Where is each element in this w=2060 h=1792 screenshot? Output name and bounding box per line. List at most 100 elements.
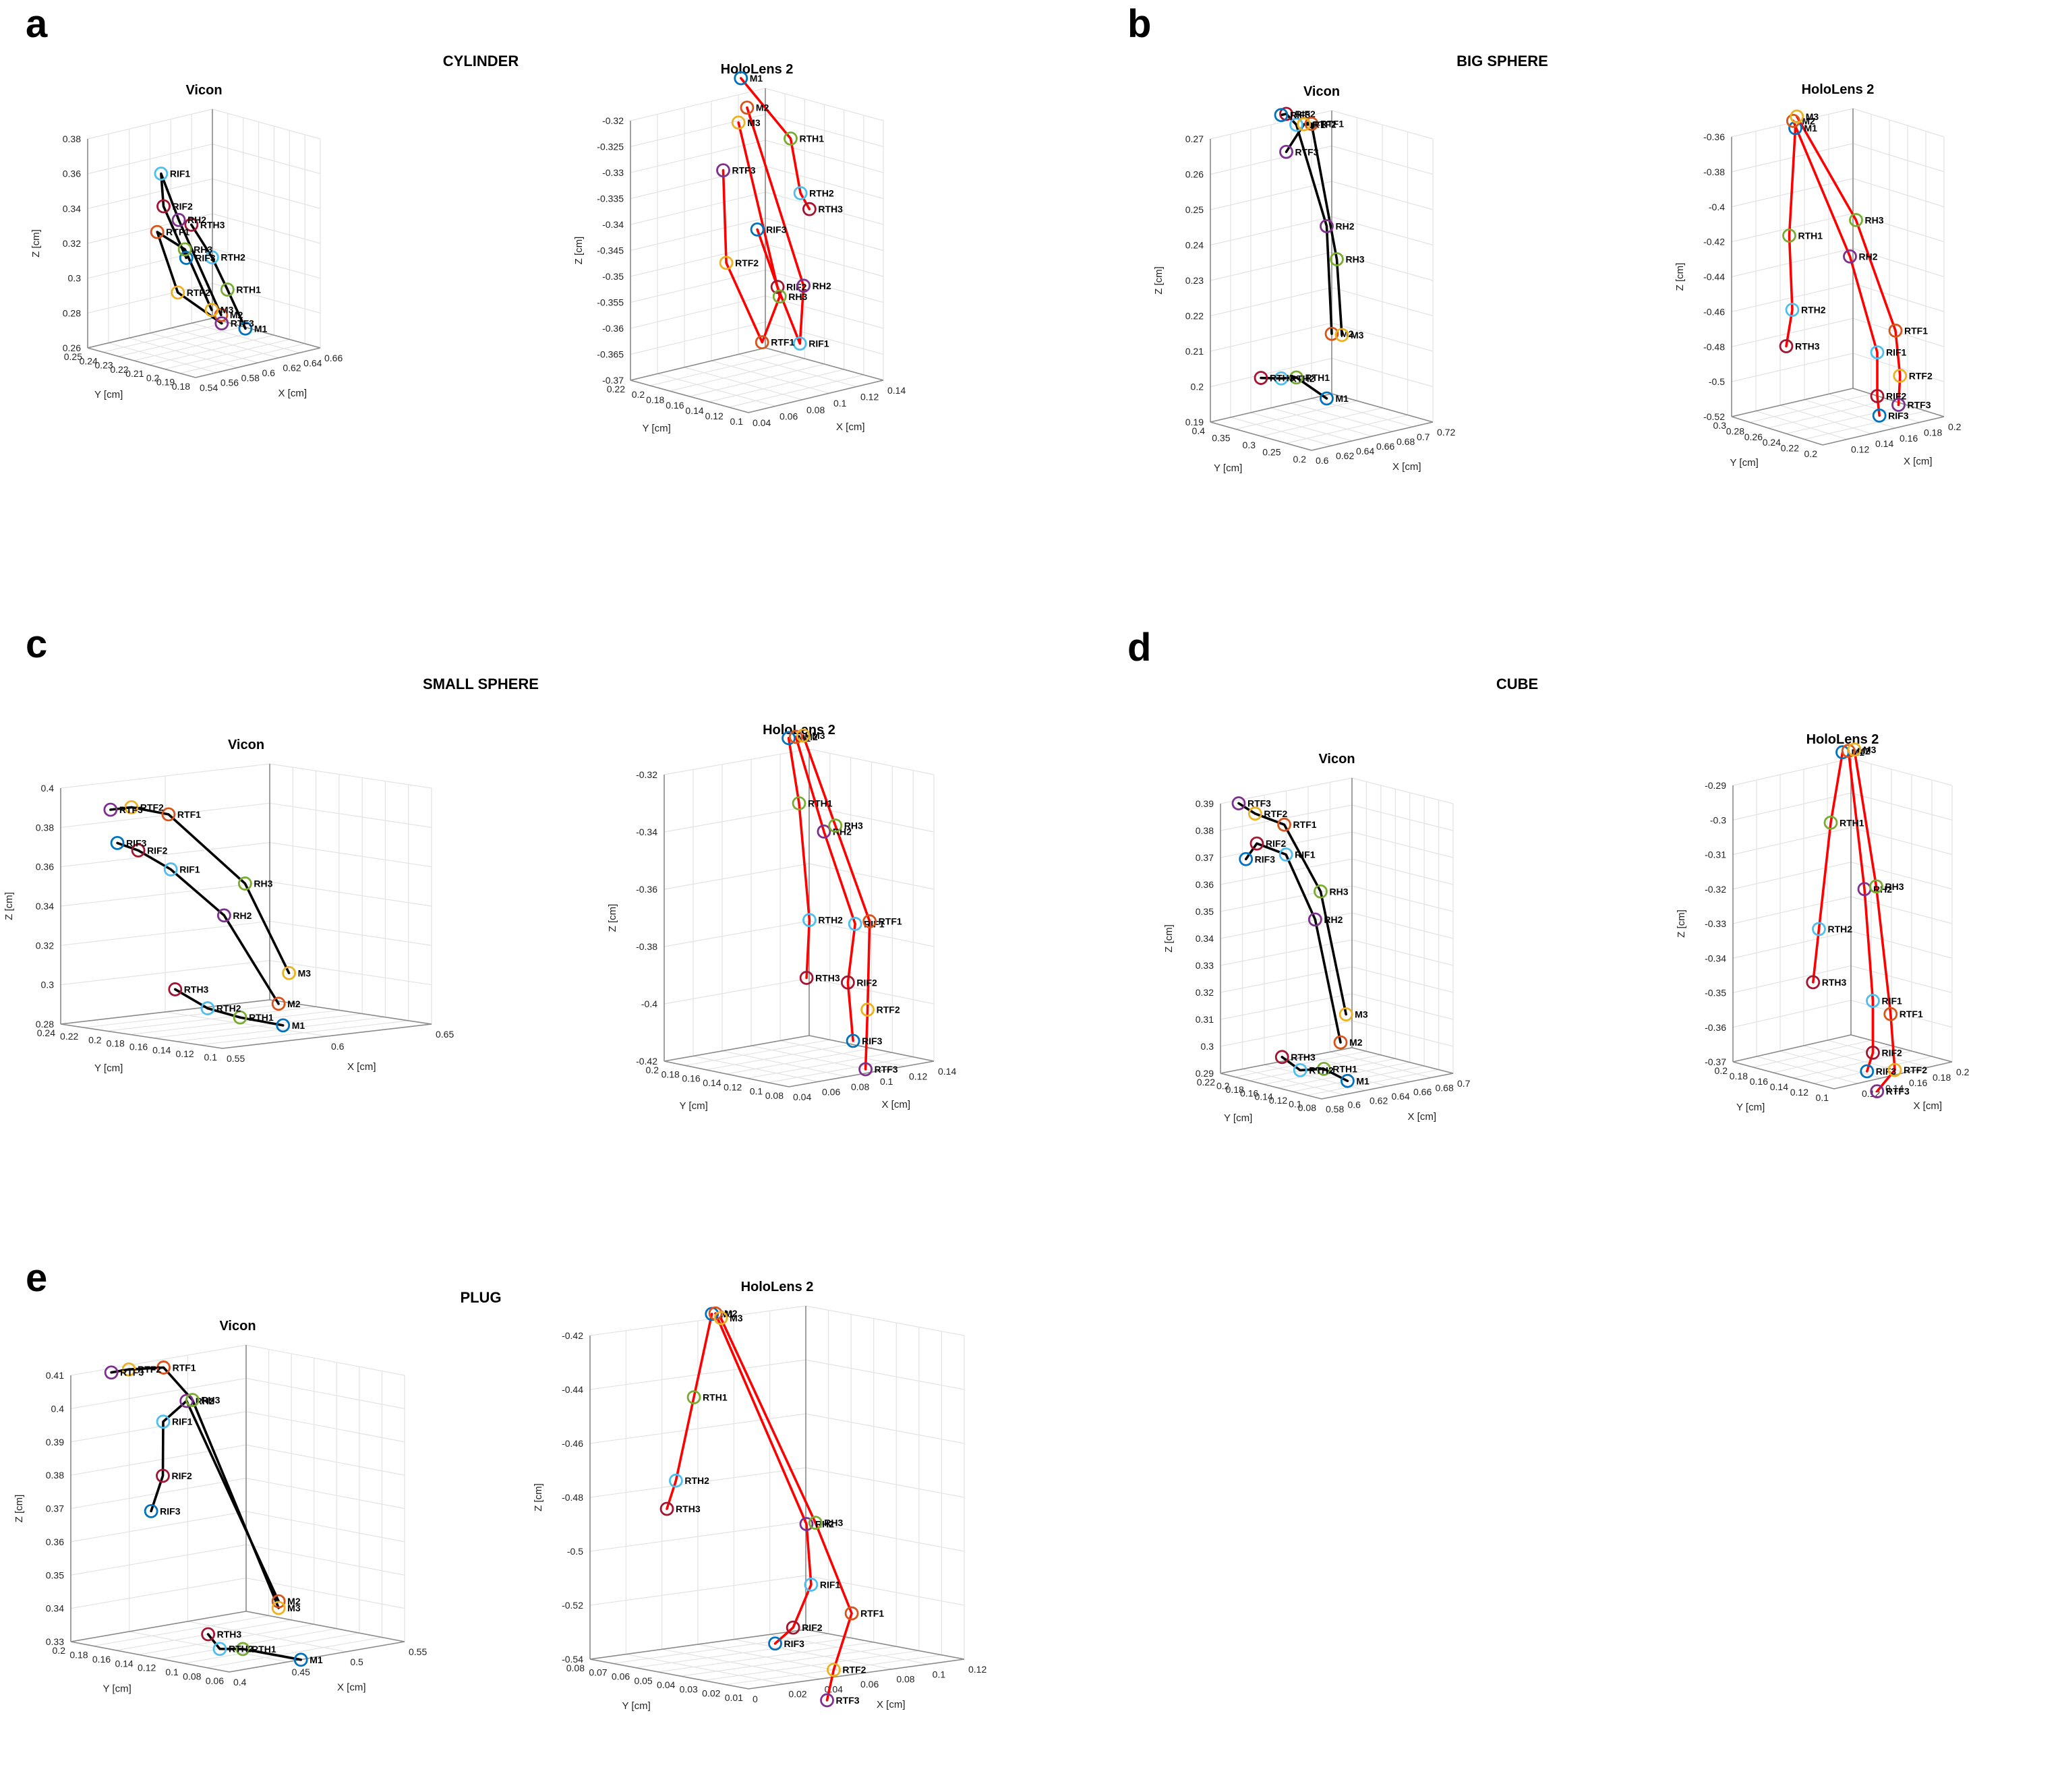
x-axis-label: X [cm]: [1914, 1100, 1943, 1112]
y-tick-label: 0.2: [1804, 448, 1818, 459]
marker-label-rth2: RTH2: [220, 252, 245, 263]
x-axis-label: X [cm]: [882, 1099, 911, 1110]
marker-rtf1: [1883, 1007, 1898, 1021]
x-tick-label: 0.18: [1933, 1072, 1951, 1083]
marker-rth2: [802, 913, 817, 928]
finger-chain-rif3: [1792, 119, 1881, 417]
y-tick-label: 0.16: [92, 1654, 111, 1665]
plot-plug-hololens: 0 0.02 0.04 0.06 0.08 0.1 0.12 0.01 0.02 0.03 0.04…: [533, 1280, 987, 1712]
marker-label-rth2: RTH2: [809, 188, 834, 199]
z-tick-label: 0.27: [1185, 133, 1204, 144]
marker-rth3: [184, 217, 199, 232]
z-axis-label: Z [cm]: [1153, 266, 1165, 295]
z-axis-label: Z [cm]: [533, 1483, 544, 1512]
marker-rth1: [1316, 1061, 1331, 1076]
marker-label-rif2: RIF2: [1882, 1047, 1903, 1058]
tick-labels: 0.040.060.080.10.120.140.10.120.140.160.…: [597, 115, 906, 428]
x-axis-label: X [cm]: [278, 388, 307, 399]
marker-label-rtf3: RTF3: [1295, 146, 1319, 157]
tick-labels: 0.58 0.6 0.62 0.64 0.66 0.68 0.70.080.10.120.1…: [1196, 798, 1471, 1114]
z-tick-label: 0.19: [1185, 417, 1204, 427]
finger-chain-rth3: [190, 223, 247, 330]
marker-rtf1: [161, 807, 176, 822]
finger-chain-rth3: [1785, 127, 1797, 348]
skeleton-lines: [156, 172, 247, 330]
x-tick-label: 0.66: [1376, 441, 1394, 452]
grid: [87, 109, 321, 378]
y-tick-label: 0.2: [1715, 1065, 1728, 1076]
marker-m1: [276, 1018, 291, 1033]
finger-chain-rtf3: [719, 1317, 853, 1702]
z-tick-label: -0.4: [1709, 202, 1725, 212]
marker-label-rtf3: RTF3: [732, 165, 756, 176]
y-tick-label: 0.22: [607, 384, 625, 394]
y-tick-label: 0.18: [172, 381, 190, 392]
y-tick-label: 0.25: [1262, 447, 1281, 458]
x-axis-label: X [cm]: [337, 1682, 366, 1694]
skeleton-lines: [787, 734, 871, 1071]
x-tick-label: 0.7: [1417, 431, 1430, 442]
x-tick-label: 0.6: [1316, 455, 1329, 466]
finger-chain-rth3: [1812, 751, 1844, 984]
marker-rth3: [168, 982, 183, 996]
z-axis-label: Z [cm]: [1163, 924, 1175, 953]
z-tick-label: -0.35: [1705, 988, 1726, 998]
marker-label-rtf1: RTF1: [1900, 1009, 1923, 1019]
z-tick-label: -0.36: [636, 884, 657, 895]
panel-letter-b: b: [1127, 2, 1151, 46]
y-tick-label: 0.14: [115, 1658, 133, 1669]
marker-label-m3: M3: [287, 1603, 301, 1613]
y-tick-label: 0.14: [685, 405, 703, 416]
marker-label-rh3: RH3: [788, 291, 807, 302]
marker-rth3: [1254, 371, 1268, 385]
marker-rif2: [841, 975, 855, 990]
finger-chain-rif3: [116, 841, 280, 1005]
marker-rif3: [1860, 1064, 1875, 1079]
panel-title-e: PLUG: [460, 1289, 501, 1306]
x-tick-label: 0.72: [1437, 427, 1455, 438]
y-tick-label: 0.06: [206, 1675, 224, 1686]
marker-m3: [796, 728, 811, 743]
marker-rtf2: [1247, 806, 1262, 821]
y-tick-label: 0.16: [1750, 1076, 1768, 1087]
z-tick-label: -0.36: [602, 323, 624, 334]
z-tick-label: 0.2: [1191, 382, 1204, 392]
panel-title-d: CUBE: [1496, 676, 1538, 692]
marker-label-rif3: RIF3: [862, 1036, 883, 1046]
marker-label-rh2: RH2: [813, 280, 831, 291]
plot-big-sphere-hololens: 0.12 0.14 0.16 0.18 0.2 0.2 0.220.240.260.280.…: [1674, 82, 1962, 469]
x-tick-label: 0.62: [1336, 450, 1354, 461]
marker-label-rth1: RTH1: [236, 285, 261, 295]
marker-label-rth2: RTH2: [1309, 1065, 1334, 1075]
x-tick-label: 0.6: [262, 367, 276, 378]
y-tick-label: 0.12: [1269, 1095, 1287, 1106]
y-axis-label: Y [cm]: [680, 1100, 708, 1112]
tick-labels: 0 0.02 0.04 0.06 0.08 0.1 0.12 0.01 0.02 0.03 0.04…: [562, 1330, 987, 1704]
marker-label-rif2: RIF2: [1266, 838, 1287, 849]
plot-title: HoloLens 2: [1802, 82, 1875, 97]
marker-rth3: [1806, 975, 1821, 990]
x-tick-label: 0.12: [1851, 444, 1869, 455]
z-tick-label: 0.32: [1196, 987, 1214, 998]
marker-rtf1: [844, 1606, 859, 1621]
grid: [1220, 777, 1454, 1100]
finger-chain-rif3: [714, 1312, 813, 1645]
marker-label-rif1: RIF1: [820, 1579, 841, 1590]
marker-label-rth1: RTH1: [800, 133, 825, 144]
z-tick-label: 0.36: [1196, 879, 1214, 890]
marker-m2: [271, 996, 286, 1011]
marker-m3: [1334, 328, 1349, 342]
marker-rh2: [796, 278, 811, 293]
x-axis-label: X [cm]: [347, 1061, 376, 1073]
marker-rtf1: [1277, 817, 1291, 832]
marker-label-rif3: RIF3: [1255, 854, 1276, 864]
marker-label-rth2: RTH2: [229, 1644, 254, 1654]
panel-title-a: CYLINDER: [443, 53, 519, 69]
marker-label-rif1: RIF1: [170, 169, 191, 179]
marker-label-rth2: RTH2: [684, 1475, 709, 1486]
marker-m2: [1786, 113, 1800, 128]
y-tick-label: 0.19: [156, 377, 175, 388]
y-tick-label: 0.1: [1289, 1099, 1302, 1110]
plot-title: Vicon: [1318, 752, 1355, 767]
marker-rtf2: [124, 800, 139, 814]
